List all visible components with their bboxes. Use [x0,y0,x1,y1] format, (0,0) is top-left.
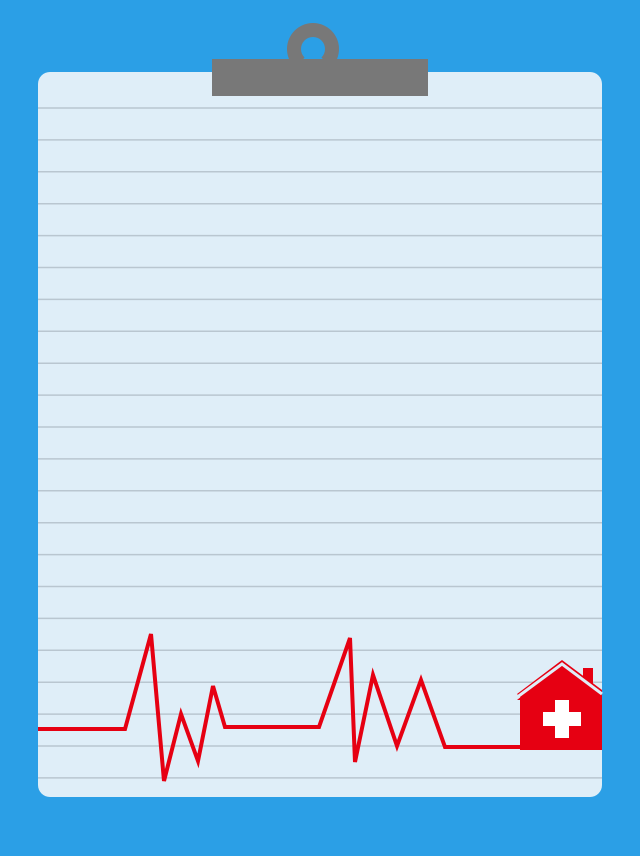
hospital-icon [515,660,603,750]
hospital-cross-horizontal [543,712,581,726]
lined-paper [38,72,602,797]
clipboard-clip-icon [212,59,428,96]
heartbeat-line-icon [38,633,522,782]
ruled-lines [38,107,602,779]
